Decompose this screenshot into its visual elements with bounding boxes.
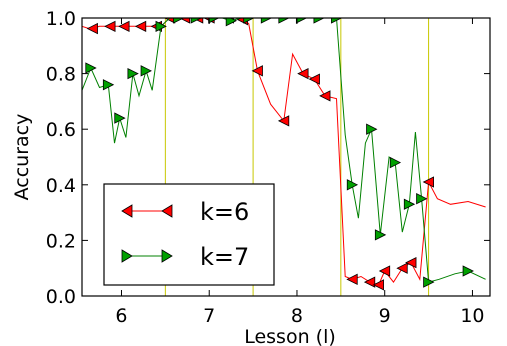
point-k6-5 bbox=[163, 18, 176, 24]
point-k7-13 bbox=[295, 18, 308, 24]
point-k7-22 bbox=[423, 276, 435, 288]
point-k7-16 bbox=[346, 179, 359, 191]
x-tick-label-7: 7 bbox=[203, 305, 215, 327]
point-k7-12 bbox=[278, 18, 290, 24]
point-k6-12 bbox=[277, 115, 290, 127]
plot-frame bbox=[81, 17, 491, 297]
point-k6-17 bbox=[363, 276, 376, 288]
point-k6-6 bbox=[178, 18, 191, 24]
y-axis-label: Accuracy bbox=[11, 114, 33, 201]
x-axis-label: Lesson (l) bbox=[244, 326, 336, 346]
legend: k=6 k=7 bbox=[103, 183, 275, 286]
point-k7-19 bbox=[389, 156, 402, 169]
point-k7-5 bbox=[155, 20, 167, 32]
point-k6-11 bbox=[251, 65, 263, 77]
point-k7-10 bbox=[243, 18, 255, 24]
point-k7-17 bbox=[366, 123, 378, 135]
point-k6-15 bbox=[319, 90, 331, 102]
point-k6-22 bbox=[422, 176, 434, 188]
point-k7-20 bbox=[403, 198, 416, 210]
point-k6-13 bbox=[297, 67, 309, 80]
series-line-k7 bbox=[82, 18, 486, 283]
y-tick-label-0.6: 0.6 bbox=[46, 119, 76, 141]
legend-marker-k6-left bbox=[121, 204, 133, 218]
point-k7-23 bbox=[462, 265, 474, 277]
series-layer bbox=[82, 18, 486, 291]
point-k7-14 bbox=[313, 18, 325, 24]
y-tick-label-0.2: 0.2 bbox=[46, 230, 76, 252]
x-tick-label-10: 10 bbox=[460, 305, 484, 327]
legend-marker-k7-left bbox=[121, 249, 133, 263]
point-k7-8 bbox=[208, 18, 220, 24]
x-tick-label-9: 9 bbox=[379, 305, 391, 327]
point-k6-14 bbox=[308, 73, 320, 85]
point-k7-2 bbox=[114, 112, 126, 124]
point-k7-3 bbox=[127, 67, 139, 80]
y-tick-label-0.8: 0.8 bbox=[46, 64, 76, 86]
point-k7-0 bbox=[85, 62, 97, 74]
point-k7-6 bbox=[173, 18, 185, 24]
point-k6-1 bbox=[104, 20, 116, 32]
y-tick-label-0.4: 0.4 bbox=[46, 175, 76, 197]
point-k7-11 bbox=[260, 18, 273, 24]
legend-marker-k7-right bbox=[161, 249, 173, 263]
legend-box bbox=[103, 183, 275, 286]
legend-marker-k6-right bbox=[161, 204, 173, 218]
x-tick-label-6: 6 bbox=[115, 305, 127, 327]
y-tick-label-1.0: 1.0 bbox=[46, 8, 76, 30]
x-tick-label-8: 8 bbox=[291, 305, 303, 327]
axis-ticks: 6 7 8 9 10 0.0 0.2 0.4 0.6 0.8 1.0 bbox=[46, 8, 490, 327]
legend-label-k7: k=7 bbox=[200, 243, 249, 271]
point-k6-19 bbox=[378, 265, 391, 277]
point-k6-20 bbox=[396, 262, 408, 274]
point-k6-21 bbox=[405, 256, 417, 269]
point-k7-15 bbox=[331, 18, 343, 24]
point-k7-4 bbox=[140, 65, 152, 77]
point-k7-7 bbox=[190, 18, 202, 24]
point-k6-16 bbox=[346, 273, 358, 285]
legend-label-k6: k=6 bbox=[200, 198, 249, 226]
point-k6-0 bbox=[86, 22, 98, 35]
y-tick-label-0.0: 0.0 bbox=[46, 286, 76, 308]
point-k6-18 bbox=[372, 279, 384, 291]
point-k6-2 bbox=[118, 20, 130, 32]
point-k6-3 bbox=[134, 20, 147, 32]
point-k7-21 bbox=[416, 193, 428, 205]
point-k7-1 bbox=[102, 79, 115, 91]
point-k7-18 bbox=[374, 229, 387, 241]
